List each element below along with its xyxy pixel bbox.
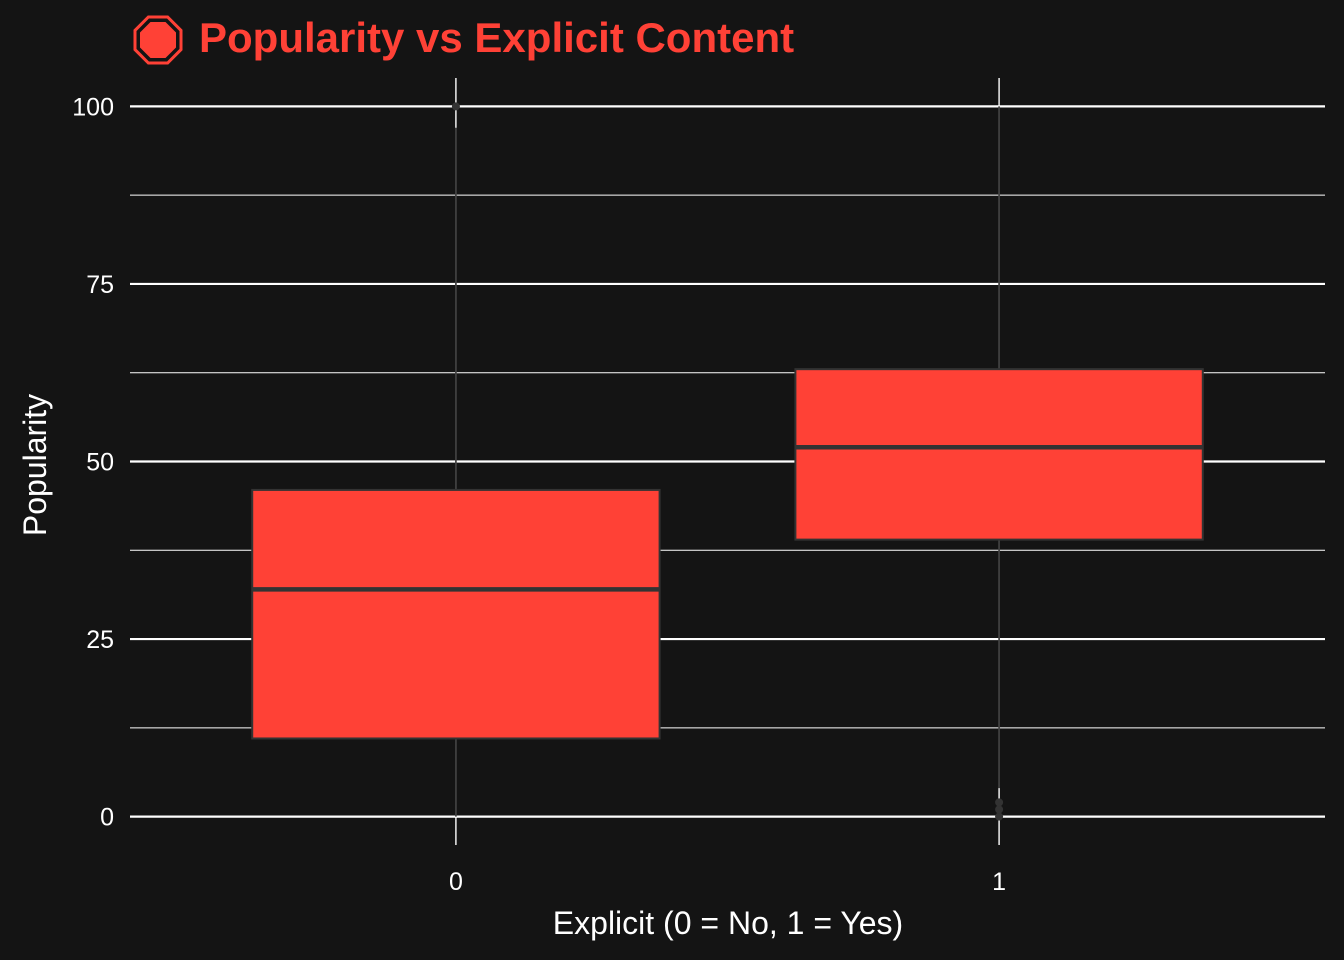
y-axis-ticks: 0 25 50 75 100 bbox=[72, 93, 114, 831]
y-tick-label: 75 bbox=[86, 271, 114, 299]
stop-sign-icon bbox=[133, 15, 183, 65]
box-iqr bbox=[794, 368, 1204, 541]
outliers bbox=[451, 102, 1004, 821]
outlier-point bbox=[995, 812, 1004, 821]
outlier-point bbox=[451, 102, 460, 111]
outlier-point bbox=[995, 805, 1004, 814]
y-tick-label: 100 bbox=[72, 93, 114, 121]
x-tick-label: 0 bbox=[449, 868, 463, 896]
y-axis-title: Popularity bbox=[17, 394, 53, 536]
y-tick-label: 0 bbox=[100, 804, 114, 832]
chart-title-group: Popularity vs Explicit Content bbox=[133, 14, 794, 65]
x-axis-title: Explicit (0 = No, 1 = Yes) bbox=[553, 905, 903, 941]
chart-title: Popularity vs Explicit Content bbox=[199, 14, 794, 61]
whiskers bbox=[455, 106, 1000, 817]
y-tick-label: 25 bbox=[86, 626, 114, 654]
y-tick-label: 50 bbox=[86, 449, 114, 477]
boxes bbox=[251, 368, 1204, 740]
outlier-point bbox=[995, 798, 1004, 807]
box-iqr bbox=[251, 488, 661, 740]
x-tick-label: 1 bbox=[992, 868, 1006, 896]
